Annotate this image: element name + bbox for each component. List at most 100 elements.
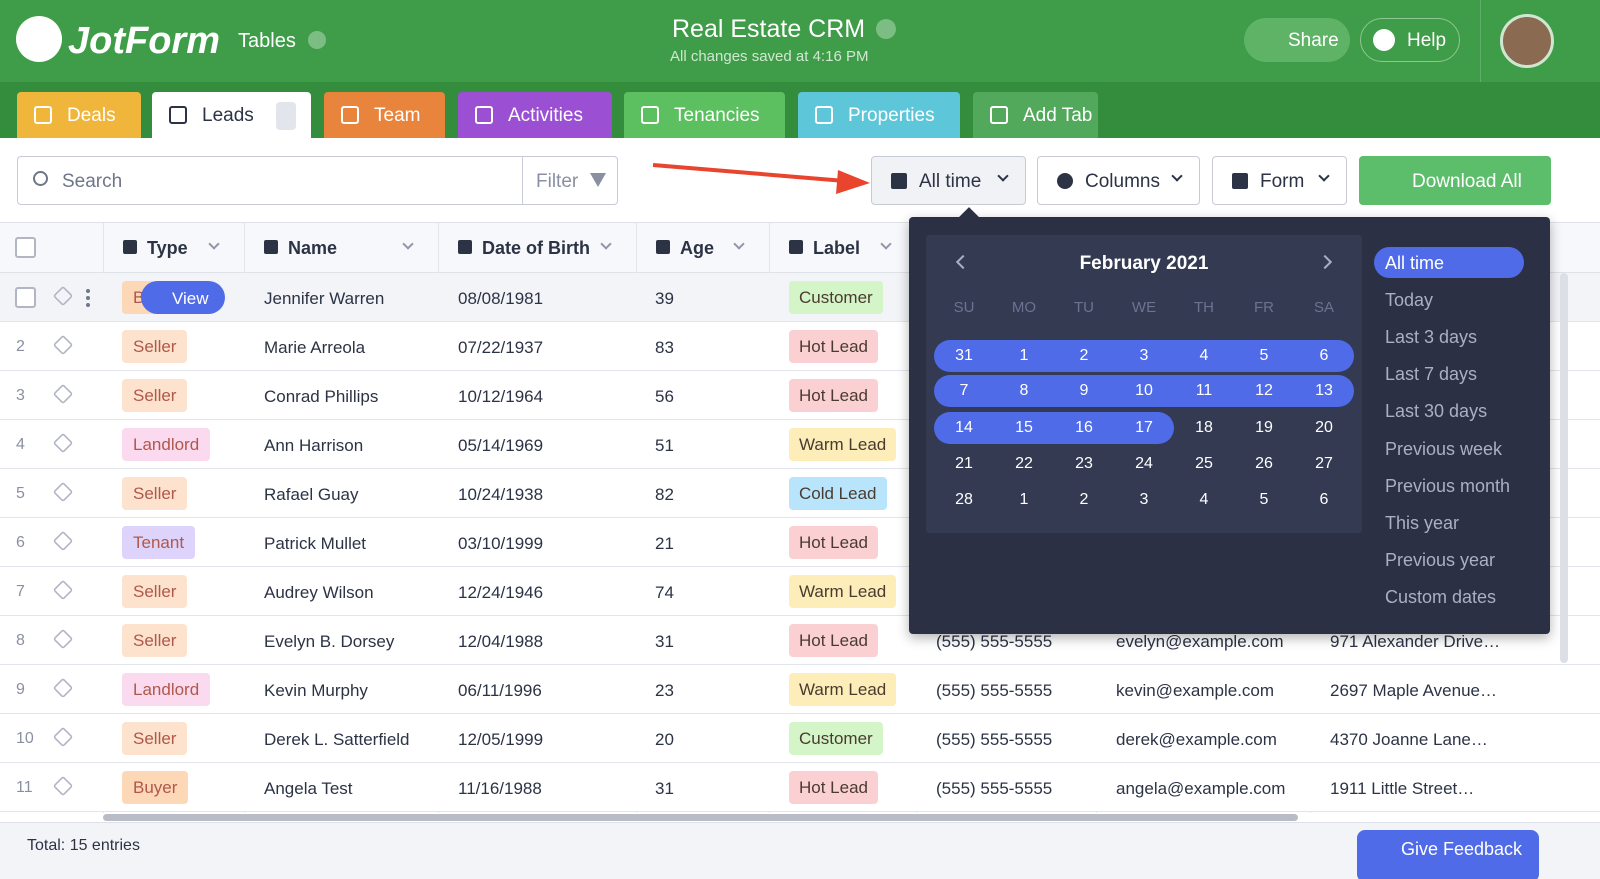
arrow-head — [836, 170, 870, 194]
type-pill: Seller — [122, 477, 188, 510]
age: 83 — [655, 338, 674, 357]
day[interactable]: 4 — [1199, 491, 1209, 508]
name: Jennifer Warren — [264, 289, 385, 308]
button-label: Form — [1260, 171, 1305, 192]
preset[interactable]: Previous week — [1385, 438, 1503, 459]
view-button[interactable] — [141, 281, 225, 314]
scrollbar[interactable] — [103, 814, 1298, 821]
preset[interactable]: Previous month — [1385, 475, 1511, 496]
crm-title: Real Estate CRM — [672, 15, 866, 43]
preset[interactable]: All time — [1385, 253, 1445, 273]
weekday: TU — [1074, 299, 1094, 316]
preset[interactable]: Today — [1385, 290, 1434, 311]
day[interactable]: 1 — [1019, 347, 1029, 364]
day[interactable]: 16 — [1075, 419, 1093, 436]
feedback-button[interactable] — [1357, 830, 1539, 879]
weekday: SU — [953, 299, 975, 316]
day[interactable]: 22 — [1015, 455, 1033, 472]
share-button[interactable] — [1244, 18, 1350, 62]
preset[interactable]: Previous year — [1385, 549, 1496, 570]
day[interactable]: 6 — [1319, 491, 1329, 508]
tab-menu[interactable] — [276, 102, 296, 130]
column-header[interactable]: Date of Birth — [482, 238, 590, 258]
preset[interactable]: Last 7 days — [1385, 364, 1478, 385]
row-checkbox[interactable] — [15, 287, 36, 308]
column-icon — [123, 240, 137, 254]
filter-label[interactable]: Filter — [536, 171, 579, 192]
day[interactable]: 3 — [1139, 491, 1149, 508]
column-icon — [458, 240, 472, 254]
tab[interactable] — [798, 92, 960, 138]
tab[interactable] — [624, 92, 785, 138]
day[interactable]: 3 — [1139, 347, 1149, 364]
day[interactable]: 28 — [955, 491, 973, 508]
tab[interactable] — [458, 92, 612, 138]
column-header[interactable]: Name — [288, 238, 338, 258]
day[interactable]: 2 — [1079, 347, 1089, 364]
select-all[interactable] — [15, 237, 36, 258]
day[interactable]: 5 — [1259, 491, 1269, 508]
column-header[interactable]: Age — [680, 238, 715, 258]
name: Angela Test — [264, 779, 353, 798]
day[interactable]: 15 — [1015, 419, 1033, 436]
page-scrollbar[interactable] — [1560, 273, 1568, 663]
label-pill: Warm Lead — [789, 575, 897, 608]
tab[interactable] — [973, 92, 1098, 138]
day[interactable]: 21 — [955, 455, 973, 472]
day[interactable]: 10 — [1135, 382, 1153, 399]
day[interactable]: 27 — [1315, 455, 1333, 472]
email: evelyn@example.com — [1116, 632, 1284, 651]
day[interactable]: 31 — [955, 347, 973, 364]
filter-divider — [522, 157, 523, 204]
title-caret[interactable] — [876, 19, 896, 39]
day[interactable]: 25 — [1195, 455, 1213, 472]
day[interactable]: 5 — [1259, 347, 1269, 364]
day[interactable]: 23 — [1075, 455, 1093, 472]
age: 21 — [655, 534, 674, 553]
day[interactable]: 20 — [1315, 419, 1333, 436]
row-number: 8 — [16, 632, 25, 649]
download-button[interactable] — [1359, 156, 1551, 205]
row-menu[interactable] — [86, 289, 90, 307]
address: 971 Alexander Drive… — [1330, 632, 1501, 651]
row-number: 5 — [16, 485, 25, 502]
row-number: 9 — [16, 681, 25, 698]
day[interactable]: 4 — [1199, 347, 1209, 364]
day[interactable]: 6 — [1319, 347, 1329, 364]
tab[interactable] — [324, 92, 445, 138]
day[interactable]: 18 — [1195, 419, 1213, 436]
dob: 12/04/1988 — [458, 632, 544, 651]
tab-label: Leads — [202, 105, 254, 126]
day[interactable]: 8 — [1019, 382, 1029, 399]
dob: 10/24/1938 — [458, 485, 544, 504]
section-label[interactable]: Tables — [238, 30, 296, 52]
preset[interactable]: This year — [1385, 512, 1460, 533]
day[interactable]: 19 — [1255, 419, 1273, 436]
day[interactable]: 12 — [1255, 382, 1273, 399]
tab[interactable] — [17, 92, 141, 138]
preset-active — [1374, 247, 1524, 278]
search-box[interactable] — [17, 156, 618, 205]
avatar[interactable] — [1500, 14, 1554, 68]
day[interactable]: 2 — [1079, 491, 1089, 508]
day[interactable]: 14 — [955, 419, 973, 436]
day[interactable]: 9 — [1079, 382, 1089, 399]
day[interactable]: 26 — [1255, 455, 1273, 472]
day[interactable]: 1 — [1019, 491, 1029, 508]
day[interactable]: 24 — [1135, 455, 1153, 472]
preset[interactable]: Custom dates — [1385, 586, 1497, 607]
column-header[interactable]: Type — [147, 238, 188, 258]
name: Conrad Phillips — [264, 387, 379, 406]
preset[interactable]: Last 3 days — [1385, 327, 1478, 348]
help-label: Help — [1407, 30, 1447, 51]
day[interactable]: 11 — [1195, 382, 1213, 399]
day[interactable]: 7 — [959, 382, 969, 399]
day[interactable]: 13 — [1315, 382, 1333, 399]
preset[interactable]: Last 30 days — [1385, 401, 1488, 422]
column-header[interactable]: Label — [813, 238, 861, 258]
help-button[interactable] — [1360, 18, 1460, 62]
label-pill: Hot Lead — [789, 771, 878, 804]
filter-icon — [590, 173, 606, 187]
day[interactable]: 17 — [1135, 419, 1153, 436]
